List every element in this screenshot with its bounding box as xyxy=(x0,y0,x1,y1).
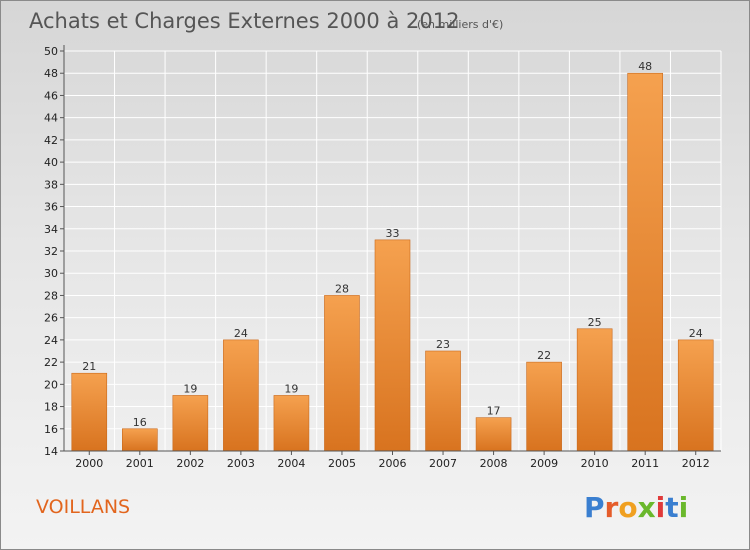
bar-2000 xyxy=(71,372,108,452)
logo-letter: i xyxy=(679,491,689,524)
chart-title: Achats et Charges Externes 2000 à 2012 xyxy=(29,9,459,33)
data-label-2003: 24 xyxy=(234,327,248,340)
x-tick-label-2005: 2005 xyxy=(328,457,356,470)
y-tick-label: 46 xyxy=(44,89,58,102)
bar-2011 xyxy=(627,72,663,452)
y-tick-label: 24 xyxy=(44,334,58,347)
bar-2003 xyxy=(223,339,259,452)
y-tick-label: 36 xyxy=(44,201,58,214)
y-tick-label: 42 xyxy=(44,134,58,147)
x-tick-label-2010: 2010 xyxy=(581,457,609,470)
y-tick-label: 22 xyxy=(44,356,58,369)
x-tick-label-2002: 2002 xyxy=(176,457,204,470)
y-tick-label: 16 xyxy=(44,423,58,436)
x-tick-label-2004: 2004 xyxy=(277,457,305,470)
bar-2002 xyxy=(172,395,209,452)
data-label-2007: 23 xyxy=(436,338,450,351)
proxiti-logo[interactable]: Proxiti xyxy=(584,491,688,524)
logo-letter: t xyxy=(665,491,678,524)
bar-2010 xyxy=(576,328,613,452)
bar-2008 xyxy=(475,417,512,452)
y-tick-label: 48 xyxy=(44,67,58,80)
y-tick-label: 30 xyxy=(44,267,58,280)
data-label-2004: 19 xyxy=(284,382,298,395)
bar-2001 xyxy=(122,428,158,452)
data-label-2001: 16 xyxy=(133,416,147,429)
logo-letter: o xyxy=(618,491,637,524)
x-tick-label-2006: 2006 xyxy=(379,457,407,470)
bar-2012 xyxy=(677,339,714,452)
y-tick-label: 50 xyxy=(44,45,58,58)
bar-2007 xyxy=(425,350,461,452)
axes: 14 16 18 20 22 24 26 28 30 32 34 36 38 40 42 44 46 48 50 20… xyxy=(44,45,721,470)
data-label-2011: 48 xyxy=(638,60,652,73)
data-label-2000: 21 xyxy=(82,360,96,373)
y-tick-label: 28 xyxy=(44,289,58,302)
y-tick-label: 44 xyxy=(44,112,58,125)
x-tick-label-2001: 2001 xyxy=(126,457,154,470)
logo-letter: i xyxy=(656,491,666,524)
x-tick-label-2008: 2008 xyxy=(480,457,508,470)
logo-letter: x xyxy=(638,491,656,524)
data-label-2008: 17 xyxy=(487,405,501,418)
data-label-2010: 25 xyxy=(588,316,602,329)
y-tick-label: 40 xyxy=(44,156,58,169)
y-tick-label: 32 xyxy=(44,245,58,258)
data-label-2002: 19 xyxy=(183,382,197,395)
grid-lines xyxy=(63,50,722,452)
x-tick-label-2003: 2003 xyxy=(227,457,255,470)
x-tick-label-2009: 2009 xyxy=(530,457,558,470)
y-tick-label: 34 xyxy=(44,223,58,236)
x-tick-label-2007: 2007 xyxy=(429,457,457,470)
x-tick-label-2012: 2012 xyxy=(682,457,710,470)
y-tick-label: 38 xyxy=(44,178,58,191)
y-tick-label: 20 xyxy=(44,378,58,391)
chart-subtitle: (en milliers d'€) xyxy=(417,18,503,31)
commune-name: VOILLANS xyxy=(36,496,130,518)
y-tick-label: 14 xyxy=(44,445,58,458)
bar-2006 xyxy=(374,239,411,452)
y-tick-label: 26 xyxy=(44,312,58,325)
bar-2009 xyxy=(526,361,562,452)
bar-2004 xyxy=(273,395,310,452)
y-tick-label: 18 xyxy=(44,401,58,414)
data-label-2012: 24 xyxy=(689,327,703,340)
logo-letter: P xyxy=(584,491,605,524)
data-label-2009: 22 xyxy=(537,349,551,362)
data-label-2006: 33 xyxy=(386,227,400,240)
data-label-2005: 28 xyxy=(335,282,349,295)
x-tick-label-2000: 2000 xyxy=(75,457,103,470)
bars: 21 16 19 24 19 28 33 23 17 22 25 48 24 xyxy=(71,60,714,452)
bar-2005 xyxy=(324,295,360,452)
x-tick-label-2011: 2011 xyxy=(631,457,659,470)
logo-letter: r xyxy=(605,491,619,524)
